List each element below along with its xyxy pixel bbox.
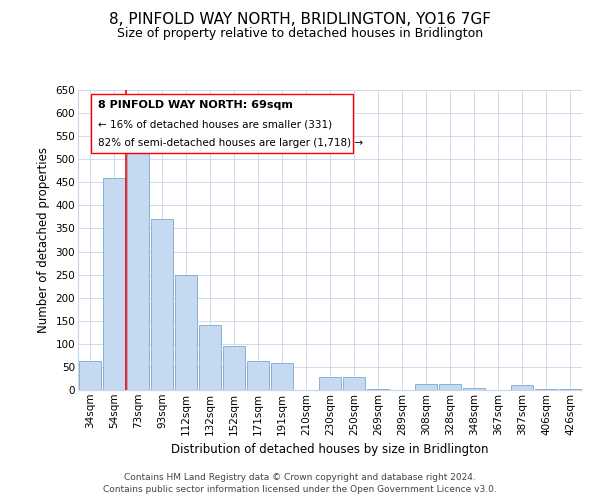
Bar — [175, 274, 197, 390]
Bar — [127, 150, 149, 390]
Y-axis label: Number of detached properties: Number of detached properties — [37, 147, 50, 333]
Bar — [247, 362, 269, 390]
Bar — [343, 377, 365, 390]
Bar — [559, 388, 581, 390]
Text: Size of property relative to detached houses in Bridlington: Size of property relative to detached ho… — [117, 28, 483, 40]
Text: ← 16% of detached houses are smaller (331): ← 16% of detached houses are smaller (33… — [98, 119, 332, 129]
Bar — [271, 363, 293, 390]
Bar — [79, 362, 101, 390]
Text: 8 PINFOLD WAY NORTH: 69sqm: 8 PINFOLD WAY NORTH: 69sqm — [98, 100, 293, 110]
X-axis label: Distribution of detached houses by size in Bridlington: Distribution of detached houses by size … — [171, 443, 489, 456]
Text: Contains public sector information licensed under the Open Government Licence v3: Contains public sector information licen… — [103, 485, 497, 494]
Bar — [511, 386, 533, 390]
Text: 8, PINFOLD WAY NORTH, BRIDLINGTON, YO16 7GF: 8, PINFOLD WAY NORTH, BRIDLINGTON, YO16 … — [109, 12, 491, 28]
Text: Contains HM Land Registry data © Crown copyright and database right 2024.: Contains HM Land Registry data © Crown c… — [124, 472, 476, 482]
Bar — [223, 346, 245, 390]
FancyBboxPatch shape — [91, 94, 353, 153]
Bar — [463, 388, 485, 390]
Bar — [415, 384, 437, 390]
Bar — [367, 388, 389, 390]
Bar — [199, 326, 221, 390]
Bar — [535, 388, 557, 390]
Text: 82% of semi-detached houses are larger (1,718) →: 82% of semi-detached houses are larger (… — [98, 138, 363, 147]
Bar — [439, 384, 461, 390]
Bar — [103, 178, 125, 390]
Bar — [319, 377, 341, 390]
Bar — [151, 219, 173, 390]
